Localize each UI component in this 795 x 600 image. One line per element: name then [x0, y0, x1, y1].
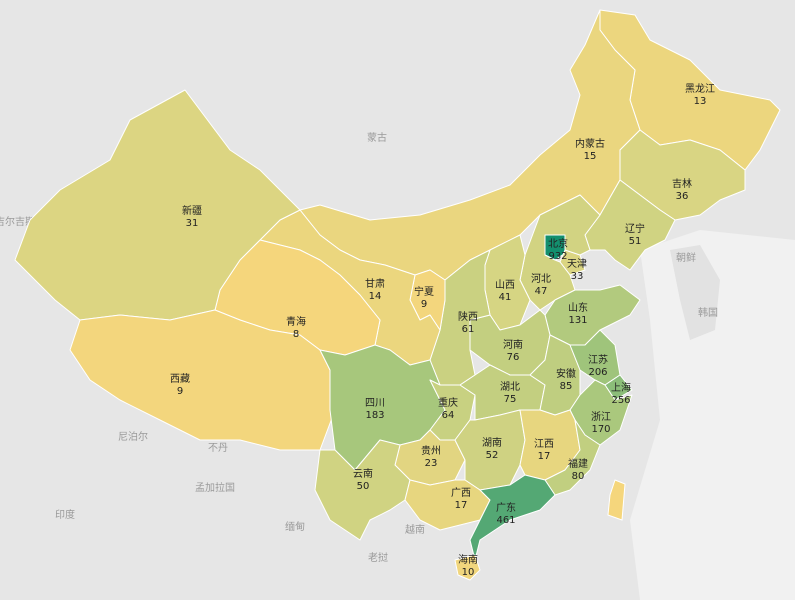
background-label: 老挝 — [368, 551, 388, 564]
region-name: 天津 — [567, 258, 587, 270]
regions: 蒙古中国印度尼泊尔不丹孟加拉国缅甸老挝越南朝鲜韩国吉尔吉斯斯坦 — [0, 9, 781, 581]
region-name: 四川 — [365, 398, 385, 409]
region-value: 932 — [548, 251, 567, 262]
region-name: 湖北 — [500, 381, 520, 393]
region-value: 47 — [535, 286, 548, 297]
region-name: 安徽 — [556, 367, 576, 380]
region-value: 8 — [293, 329, 299, 340]
region-name: 云南 — [353, 467, 373, 480]
region-name: 青海 — [286, 315, 306, 328]
region-value: 80 — [572, 471, 585, 482]
region-value: 23 — [425, 458, 438, 469]
region-name: 湖南 — [482, 436, 502, 449]
region-value: 85 — [560, 381, 573, 392]
region-name: 福建 — [568, 457, 588, 470]
region-name: 内蒙古 — [575, 137, 605, 150]
region-name: 海南 — [458, 553, 478, 566]
background-label: 缅甸 — [285, 520, 305, 533]
region-name: 新疆 — [182, 204, 202, 217]
region-value: 9 — [421, 299, 427, 310]
region-value: 10 — [462, 567, 475, 578]
region-name: 陕西 — [458, 310, 478, 323]
background-label: 孟加拉国 — [195, 481, 235, 494]
region-value: 33 — [571, 271, 584, 282]
region — [469, 474, 556, 561]
region-name: 河南 — [503, 338, 523, 351]
region-value: 52 — [486, 450, 499, 461]
region-value: 13 — [694, 96, 707, 107]
region-value: 61 — [462, 324, 475, 335]
region-name: 甘肃 — [365, 277, 385, 290]
taiwan — [607, 479, 626, 521]
region-value: 17 — [538, 451, 551, 462]
region-value: 64 — [442, 410, 455, 421]
region-name: 辽宁 — [625, 222, 645, 235]
region-name: 西藏 — [170, 373, 190, 385]
region-name: 山东 — [568, 301, 588, 314]
region-value: 75 — [504, 394, 517, 405]
region-name: 浙江 — [591, 411, 611, 423]
region-value: 9 — [177, 386, 183, 397]
region-name: 重庆 — [438, 396, 458, 409]
background-label: 韩国 — [698, 306, 718, 319]
sea — [630, 230, 795, 600]
region-value: 76 — [507, 352, 520, 363]
region-name: 江西 — [534, 438, 554, 450]
region-value: 461 — [496, 515, 515, 526]
region-value: 256 — [611, 395, 630, 406]
background-label: 尼泊尔 — [118, 430, 148, 443]
region-value: 36 — [676, 191, 689, 202]
background-label: 越南 — [405, 523, 425, 536]
region-name: 宁夏 — [414, 285, 434, 298]
region-name: 北京 — [548, 237, 568, 250]
region-name: 吉林 — [672, 177, 692, 190]
region — [519, 194, 601, 311]
region-value: 17 — [455, 500, 468, 511]
region-value: 50 — [357, 481, 370, 492]
korea-land — [670, 245, 720, 340]
region — [454, 554, 481, 581]
region-name: 广西 — [451, 487, 471, 499]
region-value: 183 — [365, 410, 384, 421]
region-name: 河北 — [531, 273, 551, 285]
region-name: 山西 — [495, 279, 515, 291]
background-label: 印度 — [55, 508, 75, 521]
background-label: 不丹 — [208, 442, 228, 454]
region-value: 41 — [499, 292, 512, 303]
region — [544, 419, 601, 496]
region-name: 江苏 — [588, 353, 608, 366]
region-value: 51 — [629, 236, 642, 247]
region-name: 广东 — [496, 501, 516, 514]
region-value: 131 — [568, 315, 587, 326]
background-label: 朝鲜 — [676, 251, 696, 264]
region-value: 170 — [591, 424, 610, 435]
region-name: 上海 — [611, 381, 631, 394]
region-name: 贵州 — [421, 444, 441, 457]
region-value: 15 — [584, 151, 597, 162]
region-value: 206 — [588, 367, 607, 378]
background-label: 蒙古 — [367, 131, 387, 144]
region-value: 14 — [369, 291, 382, 302]
region-value: 31 — [186, 218, 199, 229]
region-name: 黑龙江 — [685, 82, 715, 95]
